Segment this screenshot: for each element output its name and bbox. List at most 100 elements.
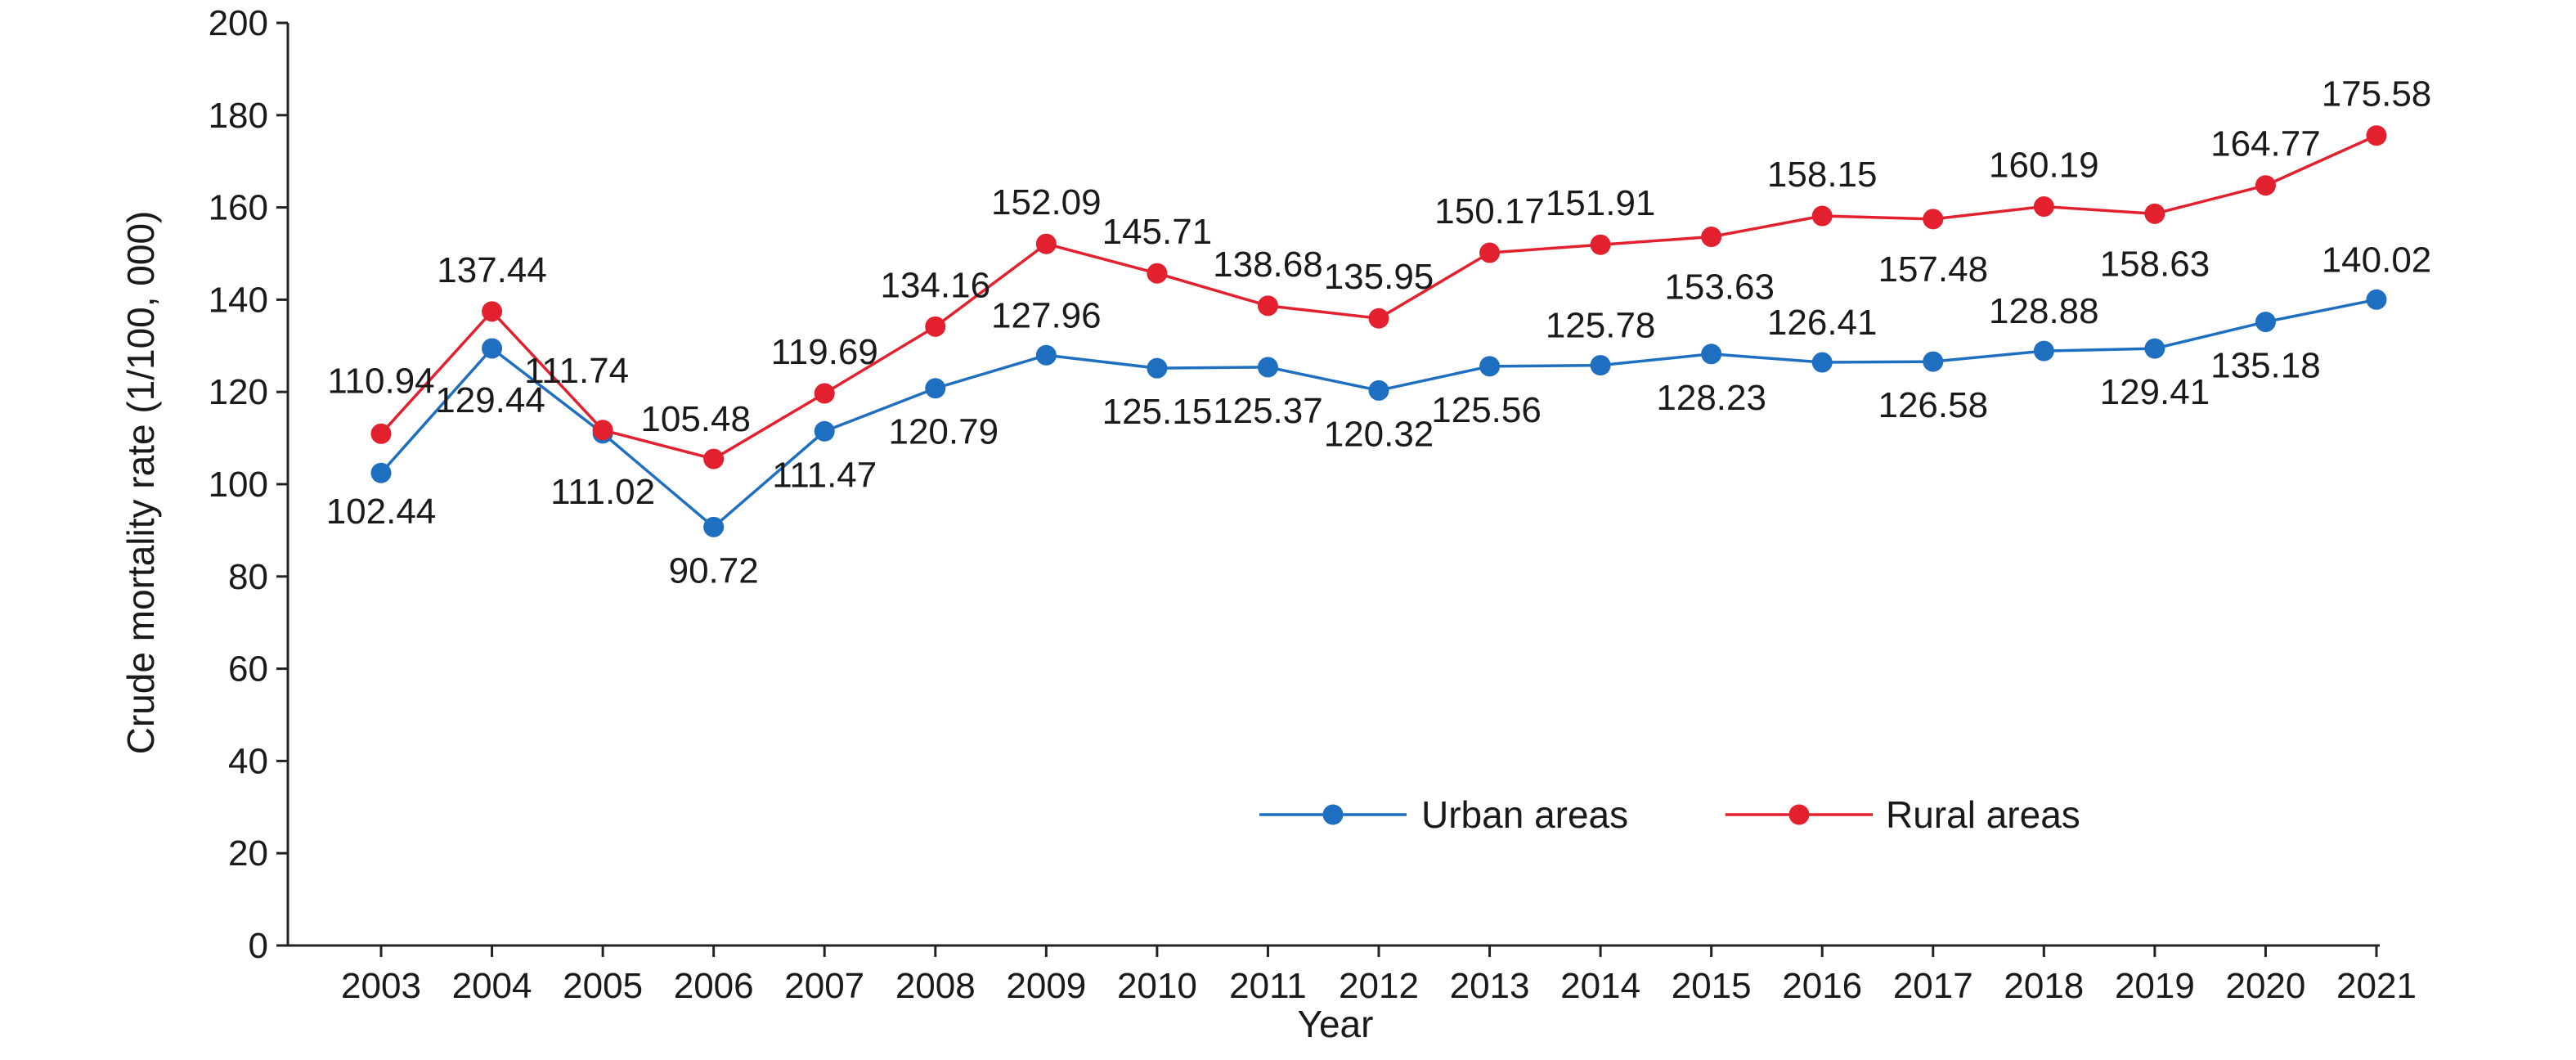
x-tick-label: 2014 bbox=[1560, 966, 1640, 1006]
x-tick-label: 2021 bbox=[2336, 966, 2417, 1006]
data-point-rural bbox=[1923, 209, 1944, 230]
data-point-urban bbox=[2033, 340, 2054, 362]
x-tick-label: 2012 bbox=[1339, 966, 1419, 1006]
data-point-urban bbox=[1811, 352, 1833, 373]
data-label-urban: 129.44 bbox=[435, 380, 545, 420]
data-label-rural: 158.15 bbox=[1767, 155, 1878, 195]
data-point-rural bbox=[814, 383, 835, 404]
y-tick-label: 100 bbox=[209, 465, 268, 505]
x-tick-label: 2016 bbox=[1782, 966, 1862, 1006]
data-label-urban: 125.56 bbox=[1431, 390, 1542, 430]
x-tick-label: 2004 bbox=[452, 966, 532, 1006]
data-point-rural bbox=[703, 448, 725, 469]
data-label-rural: 175.58 bbox=[2322, 74, 2432, 115]
data-point-urban bbox=[2255, 312, 2276, 333]
data-label-urban: 129.41 bbox=[2100, 372, 2210, 412]
legend-marker bbox=[1788, 804, 1810, 825]
y-ticks: 0 20 40 60 80 100 120 140 160 180 200 bbox=[209, 3, 288, 966]
data-point-urban bbox=[1368, 380, 1389, 401]
data-point-rural bbox=[1035, 233, 1057, 254]
data-label-rural: 145.71 bbox=[1102, 212, 1213, 252]
data-label-rural: 119.69 bbox=[771, 332, 878, 372]
data-point-rural bbox=[1701, 227, 1722, 248]
data-label-urban: 135.18 bbox=[2210, 346, 2321, 386]
x-tick-label: 2019 bbox=[2115, 966, 2195, 1006]
x-tick-label: 2011 bbox=[1229, 966, 1307, 1006]
legend-marker bbox=[1322, 804, 1344, 825]
y-tick-label: 120 bbox=[209, 372, 268, 412]
data-label-urban: 140.02 bbox=[2322, 240, 2432, 280]
data-label-rural: 151.91 bbox=[1546, 183, 1656, 223]
y-tick-label: 40 bbox=[228, 741, 268, 781]
data-label-rural: 135.95 bbox=[1324, 257, 1434, 297]
data-label-urban: 125.37 bbox=[1213, 391, 1323, 431]
data-label-rural: 160.19 bbox=[1989, 146, 2099, 186]
data-point-urban bbox=[2144, 338, 2165, 359]
data-label-urban: 127.96 bbox=[991, 295, 1102, 335]
x-tick-label: 2005 bbox=[563, 966, 643, 1006]
data-point-rural bbox=[2366, 125, 2387, 146]
y-tick-label: 200 bbox=[209, 3, 268, 43]
data-label-urban: 120.32 bbox=[1324, 414, 1434, 454]
x-tick-label: 2008 bbox=[895, 966, 976, 1006]
data-point-rural bbox=[2144, 203, 2165, 224]
data-point-urban bbox=[482, 338, 503, 359]
data-label-rural: 110.94 bbox=[327, 361, 434, 401]
data-point-rural bbox=[1590, 234, 1611, 255]
data-label-rural: 153.63 bbox=[1664, 267, 1775, 308]
data-label-rural: 152.09 bbox=[991, 182, 1102, 222]
data-point-rural bbox=[2255, 175, 2276, 196]
data-point-urban bbox=[370, 462, 392, 483]
data-point-urban bbox=[1147, 357, 1168, 379]
data-label-urban: 125.78 bbox=[1546, 306, 1656, 346]
x-tick-label: 2007 bbox=[784, 966, 864, 1006]
data-label-urban: 102.44 bbox=[326, 492, 437, 532]
data-point-urban bbox=[1479, 356, 1501, 377]
data-label-rural: 158.63 bbox=[2100, 244, 2210, 284]
y-tick-label: 140 bbox=[209, 280, 268, 320]
data-point-rural bbox=[1368, 308, 1389, 329]
data-label-urban: 111.02 bbox=[550, 472, 655, 512]
data-label-rural: 111.74 bbox=[524, 351, 629, 391]
data-point-urban bbox=[1701, 344, 1722, 365]
data-point-rural bbox=[482, 301, 503, 322]
data-point-urban bbox=[814, 420, 835, 442]
data-point-rural bbox=[1811, 205, 1833, 227]
x-tick-label: 2018 bbox=[2004, 966, 2084, 1006]
data-label-rural: 138.68 bbox=[1213, 245, 1323, 285]
x-tick-label: 2017 bbox=[1893, 966, 1973, 1006]
x-tick-label: 2020 bbox=[2225, 966, 2305, 1006]
data-point-urban bbox=[1923, 351, 1944, 372]
data-label-urban: 90.72 bbox=[669, 550, 759, 591]
data-point-rural bbox=[925, 316, 946, 337]
series-layer bbox=[370, 125, 2387, 537]
x-tick-label: 2003 bbox=[341, 966, 421, 1006]
data-label-urban: 111.47 bbox=[772, 455, 877, 495]
legend-label: Urban areas bbox=[1421, 793, 1628, 836]
x-tick-label: 2009 bbox=[1006, 966, 1086, 1006]
data-labels: 102.44 129.44 111.02 90.72 111.47 120.79 127.9… bbox=[326, 74, 2432, 591]
y-tick-label: 160 bbox=[209, 188, 268, 228]
data-label-urban: 125.15 bbox=[1102, 392, 1213, 432]
x-ticks: 2003 2004 2005 2006 2007 2008 2009 2010 2011 2012… bbox=[341, 945, 2417, 1006]
data-label-urban: 128.23 bbox=[1656, 378, 1766, 418]
x-axis-title: Year bbox=[1298, 1003, 1374, 1045]
data-point-rural bbox=[2033, 196, 2054, 218]
y-axis-title: Crude mortality rate (1/100, 000) bbox=[119, 211, 162, 755]
data-label-urban: 128.88 bbox=[1989, 291, 2099, 331]
data-point-rural bbox=[1257, 295, 1278, 317]
data-point-rural bbox=[1147, 263, 1168, 284]
data-point-urban bbox=[2366, 289, 2387, 310]
data-label-urban: 126.58 bbox=[1878, 385, 1988, 425]
data-point-rural bbox=[1479, 242, 1501, 263]
x-tick-label: 2015 bbox=[1672, 966, 1752, 1006]
data-point-urban bbox=[1257, 357, 1278, 378]
data-point-urban bbox=[703, 516, 725, 537]
data-label-rural: 137.44 bbox=[437, 250, 547, 290]
data-point-urban bbox=[1035, 344, 1057, 366]
x-tick-label: 2013 bbox=[1450, 966, 1530, 1006]
data-label-rural: 157.48 bbox=[1878, 249, 1988, 290]
data-label-urban: 126.41 bbox=[1767, 303, 1878, 343]
data-point-rural bbox=[592, 420, 613, 441]
